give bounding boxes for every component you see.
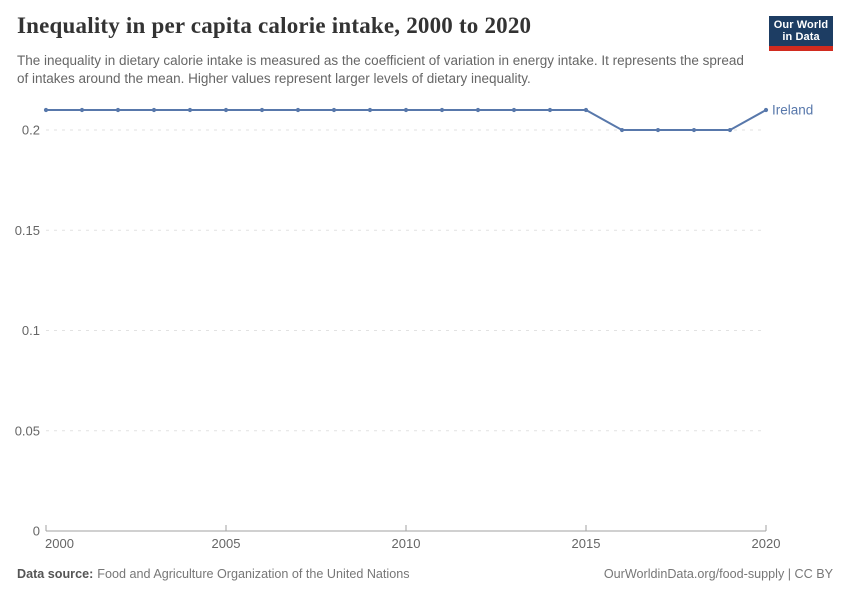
credit-link: OurWorldinData.org/food-supply | CC BY <box>603 567 833 581</box>
y-tick-label: 0.2 <box>22 123 40 138</box>
x-tick-label: 2010 <box>392 536 421 551</box>
owid-logo: Our World in Data <box>769 16 833 46</box>
data-point <box>259 107 265 113</box>
data-point <box>763 107 769 113</box>
y-tick-label: 0.15 <box>15 223 40 238</box>
data-point <box>511 107 517 113</box>
x-tick-label: 2020 <box>752 536 781 551</box>
data-point <box>619 127 625 133</box>
y-tick-label: 0.1 <box>22 323 40 338</box>
data-point <box>151 107 157 113</box>
data-point <box>43 107 49 113</box>
data-point <box>115 107 121 113</box>
owid-logo-line2: in Data <box>782 31 820 43</box>
data-point <box>367 107 373 113</box>
data-point <box>187 107 193 113</box>
x-tick-label: 2000 <box>45 536 74 551</box>
x-tick-label: 2015 <box>572 536 601 551</box>
chart-subtitle: The inequality in dietary calorie intake… <box>17 53 744 86</box>
y-tick-label: 0 <box>33 524 40 539</box>
data-source-label: Data source: <box>17 567 94 581</box>
data-source-text: Food and Agriculture Organization of the… <box>97 567 410 581</box>
data-point <box>475 107 481 113</box>
data-point <box>727 127 733 133</box>
data-point <box>223 107 229 113</box>
series-label-ireland: Ireland <box>772 103 813 118</box>
x-tick-label: 2005 <box>212 536 241 551</box>
owid-logo-accent-bar <box>769 46 833 51</box>
y-tick-label: 0.05 <box>15 423 40 438</box>
data-point <box>691 127 697 133</box>
data-point <box>583 107 589 113</box>
data-point <box>655 127 661 133</box>
data-point <box>403 107 409 113</box>
owid-logo-line1: Our World <box>773 18 829 31</box>
data-point <box>79 107 85 113</box>
data-point <box>547 107 553 113</box>
chart-footer: Data source: Food and Agriculture Organiz… <box>17 567 833 581</box>
page-title: Inequality in per capita calorie intake,… <box>17 13 532 38</box>
data-source: Data source: Food and Agriculture Organiz… <box>17 567 410 581</box>
data-point <box>439 107 445 113</box>
data-point <box>295 107 301 113</box>
data-point <box>331 107 337 113</box>
series-line-ireland <box>46 109 767 132</box>
